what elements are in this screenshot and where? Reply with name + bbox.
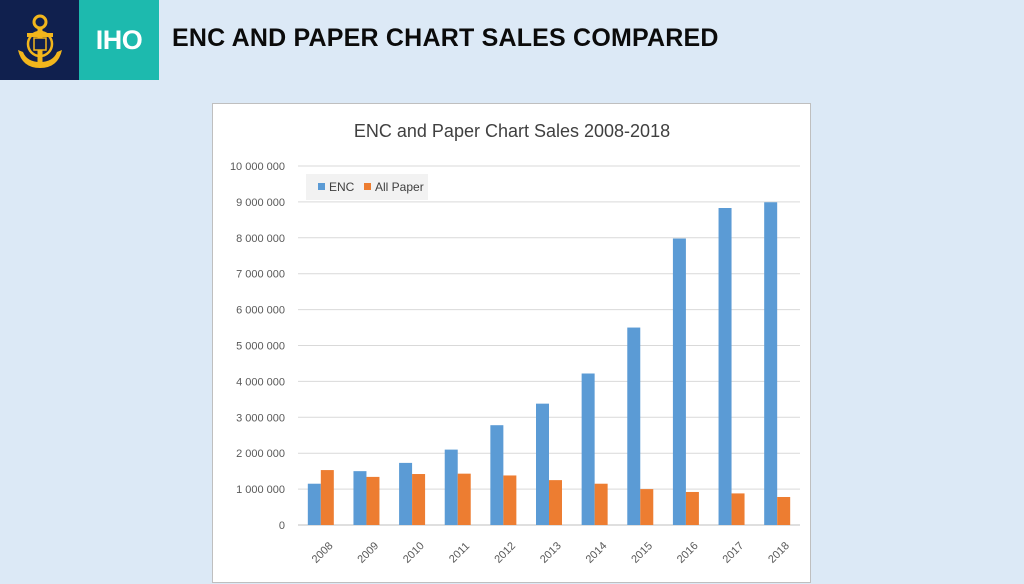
iho-logo-text: IHO — [95, 24, 143, 55]
y-tick-label: 6 000 000 — [236, 305, 285, 317]
bar-all-paper-2018 — [777, 496, 791, 525]
y-tick-label: 8 000 000 — [236, 233, 285, 245]
y-tick-label: 3 000 000 — [236, 412, 285, 424]
x-tick-label: 2016 — [675, 540, 701, 566]
bar-enc-2008 — [307, 483, 321, 525]
iho-logo: IHO — [79, 0, 159, 80]
legend-label-all-paper: All Paper — [375, 180, 424, 194]
bar-all-paper-2010 — [412, 474, 426, 525]
x-tick-label: 2010 — [401, 540, 427, 566]
bar-enc-2011 — [444, 449, 458, 525]
iho-emblem — [0, 0, 79, 80]
bar-all-paper-2012 — [503, 475, 517, 525]
bar-enc-2016 — [672, 238, 686, 525]
bar-all-paper-2016 — [685, 491, 699, 525]
bar-enc-2015 — [627, 327, 641, 525]
bar-enc-2010 — [399, 462, 413, 525]
anchor-emblem-icon — [18, 14, 62, 68]
bar-enc-2017 — [718, 208, 732, 525]
legend-label-enc: ENC — [329, 180, 355, 194]
y-tick-label: 10 000 000 — [230, 161, 285, 173]
y-tick-label: 0 — [279, 520, 285, 532]
chart-panel: 0 1 000 000 2 000 000 3 000 000 4 000 000 5 0… — [212, 103, 811, 583]
bar-enc-2014 — [581, 373, 595, 525]
bar-enc-2018 — [764, 202, 778, 525]
y-tick-label: 7 000 000 — [236, 269, 285, 281]
slide-title: ENC AND PAPER CHART SALES COMPARED — [172, 24, 719, 52]
bar-enc-2012 — [490, 425, 504, 525]
legend-swatch-all-paper — [364, 183, 371, 190]
y-tick-label: 4 000 000 — [236, 376, 285, 388]
y-tick-label: 2 000 000 — [236, 448, 285, 460]
x-tick-label: 2013 — [538, 540, 564, 566]
x-tick-label: 2017 — [721, 540, 747, 566]
chart-title: ENC and Paper Chart Sales 2008-2018 — [354, 121, 670, 141]
bar-all-paper-2013 — [549, 480, 562, 525]
bar-enc-2009 — [353, 471, 367, 525]
legend-swatch-enc — [318, 183, 325, 190]
y-tick-label: 1 000 000 — [236, 484, 285, 496]
x-tick-label: 2014 — [584, 540, 610, 566]
x-tick-label: 2015 — [629, 540, 655, 566]
bar-all-paper-2017 — [731, 493, 745, 525]
y-tick-label: 5 000 000 — [236, 341, 285, 353]
x-tick-label: 2009 — [355, 540, 381, 566]
y-tick-label: 9 000 000 — [236, 197, 285, 209]
bar-all-paper-2015 — [640, 489, 654, 525]
x-tick-label: 2011 — [447, 540, 472, 565]
x-tick-label: 2008 — [310, 540, 336, 566]
bar-chart: 0 1 000 000 2 000 000 3 000 000 4 000 000 5 0… — [230, 121, 800, 566]
bar-all-paper-2009 — [366, 476, 380, 525]
bar-all-paper-2008 — [320, 470, 334, 525]
bar-all-paper-2014 — [594, 483, 608, 525]
bar-all-paper-2011 — [457, 473, 471, 525]
x-tick-label: 2018 — [766, 540, 792, 566]
x-tick-label: 2012 — [492, 540, 518, 566]
bar-enc-2013 — [536, 403, 549, 525]
